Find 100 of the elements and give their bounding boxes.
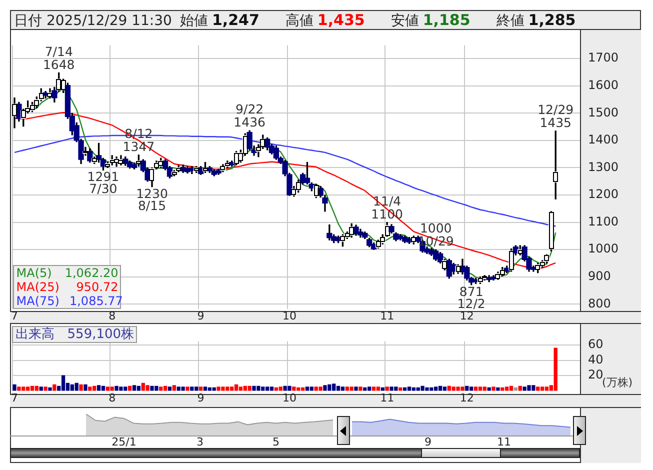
bar — [354, 386, 358, 391]
bar — [376, 386, 380, 391]
bar — [26, 386, 30, 391]
bar — [536, 386, 540, 391]
y-axis-title: (万株) — [602, 376, 633, 390]
bar — [474, 386, 478, 391]
annotation: 1230 8/15 — [136, 186, 168, 213]
bar — [318, 386, 322, 391]
bar — [198, 386, 203, 391]
bar — [190, 386, 194, 391]
bar — [367, 386, 372, 391]
bar — [358, 386, 362, 391]
bar — [487, 387, 491, 391]
bar — [44, 386, 48, 391]
x-tick-label: 12 — [460, 391, 474, 404]
x-tick-label: 10 — [282, 309, 296, 322]
bar — [350, 386, 354, 391]
annotation: 950.72 — [76, 280, 118, 294]
bar — [248, 386, 252, 391]
bar — [17, 386, 21, 391]
bar — [181, 386, 185, 391]
bar — [172, 385, 176, 391]
bar — [478, 386, 482, 391]
bar — [146, 385, 150, 391]
y-tick-label: 1200 — [588, 187, 619, 202]
bar — [265, 386, 270, 391]
bar — [110, 386, 114, 391]
bar — [504, 386, 509, 391]
bar — [39, 386, 43, 391]
y-tick-label: 1600 — [588, 78, 619, 92]
bar — [203, 386, 208, 391]
text: 終値 — [496, 13, 524, 29]
bar — [540, 386, 544, 391]
x-tick-label: 8 — [108, 391, 116, 404]
text: 安値 — [390, 13, 419, 29]
x-tick-label: 3 — [196, 435, 204, 448]
bar — [323, 385, 327, 391]
bar — [305, 386, 310, 391]
x-tick-label: 7 — [11, 391, 18, 404]
bar — [168, 386, 172, 391]
bar — [442, 386, 447, 391]
bar — [96, 385, 101, 391]
annotation: 1,085.77 — [69, 294, 123, 308]
annotation: 1,062.20 — [64, 266, 118, 280]
x-tick-label: 9 — [197, 391, 204, 404]
y-tick-label: 800 — [588, 296, 611, 310]
bar — [84, 384, 88, 391]
text: 高値 — [285, 13, 314, 29]
chart-title: 出来高 559,100株 — [12, 326, 138, 343]
annotation: 9/22 1436 — [234, 102, 266, 130]
bar — [52, 384, 56, 391]
annotation: 12/29 1435 — [538, 102, 574, 130]
bar — [310, 386, 314, 391]
y-tick-label: 40 — [588, 352, 604, 366]
x-tick-label: 11 — [380, 391, 394, 404]
x-tick-label: 10 — [282, 391, 296, 404]
y-tick-label: 1400 — [588, 132, 619, 147]
y-tick-label: 1100 — [588, 214, 619, 228]
bar — [61, 375, 66, 391]
bar — [132, 385, 136, 391]
text: 始値 — [180, 13, 208, 29]
text: 1,285 — [528, 11, 576, 29]
bar — [385, 386, 389, 391]
bar — [407, 386, 412, 391]
bar — [292, 386, 296, 391]
x-tick-label: 9 — [424, 435, 432, 448]
text: 1,185 — [422, 11, 470, 29]
x-tick-label: 7 — [11, 309, 18, 322]
bar — [340, 386, 345, 391]
x-tick-label: 25/1 — [112, 435, 136, 448]
x-tick-label: 11 — [497, 435, 511, 448]
bar — [74, 382, 78, 391]
y-tick-label: 1700 — [588, 50, 619, 65]
bar — [496, 387, 500, 391]
text: MA(5) — [16, 266, 52, 280]
x-tick-label: 8 — [108, 309, 116, 322]
text: MA(75) — [16, 294, 60, 308]
y-tick-label: 1300 — [588, 160, 619, 174]
y-tick-label: 1000 — [588, 242, 619, 256]
x-tick-label: 5 — [272, 435, 280, 448]
bar — [278, 386, 282, 391]
bar — [482, 386, 486, 391]
text: 日付 2025/12/29 11:30 — [14, 13, 172, 29]
x-tick-label: 9 — [197, 309, 204, 322]
bar — [544, 386, 549, 391]
bar — [372, 386, 376, 391]
bar — [186, 386, 190, 391]
x-tick-label: 12 — [460, 309, 474, 322]
y-tick-label: 20 — [588, 368, 604, 382]
y-tick-label: 60 — [588, 337, 604, 352]
annotation: 7/14 1648 — [42, 44, 75, 72]
bar — [159, 386, 163, 391]
annotation: 871 12/2 — [457, 284, 486, 311]
bar — [554, 348, 558, 391]
text: MA(25) — [16, 280, 60, 294]
x-tick-label: 11 — [380, 309, 394, 322]
text: 1,247 — [212, 11, 260, 29]
annotation: 1291 7/30 — [87, 169, 120, 196]
bar — [48, 387, 52, 391]
bar — [12, 384, 16, 391]
